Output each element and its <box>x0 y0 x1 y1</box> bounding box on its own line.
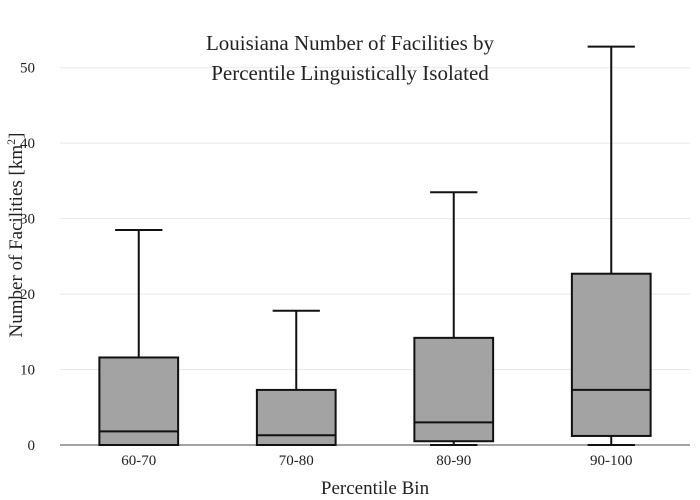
y-tick-label-10: 10 <box>20 363 35 379</box>
x-tick-label-60-70: 60-70 <box>121 453 156 469</box>
box-70-80 <box>255 309 337 446</box>
y-tick-label-50: 50 <box>20 61 35 77</box>
chart-title-line-2: Percentile Linguistically Isolated <box>211 61 489 85</box>
y-axis-label-text: Number of Facilities [km <box>6 145 27 338</box>
y-tick-label-30: 30 <box>20 212 35 228</box>
y-tick-label-40: 40 <box>20 136 35 152</box>
x-tick-label-80-90: 80-90 <box>436 453 471 469</box>
box-iqr <box>570 272 652 437</box>
x-axis-label: Percentile Bin <box>321 478 430 499</box>
box-iqr <box>413 336 495 443</box>
y-tick-label-20: 20 <box>20 287 35 303</box>
x-axis-ticks: 60-70 70-80 80-90 90-100 <box>121 453 632 469</box>
box-90-100 <box>570 45 652 446</box>
box-80-90 <box>413 191 495 446</box>
box-iqr <box>98 356 180 446</box>
x-tick-label-70-80: 70-80 <box>279 453 314 469</box>
y-axis-ticks: 0 10 20 30 40 50 <box>20 61 35 454</box>
box-60-70 <box>98 228 180 446</box>
y-axis-label-suffix: ] <box>6 133 27 139</box>
y-axis-label: Number of Facilities [km2] <box>4 133 27 338</box>
chart-title-line-1: Louisiana Number of Facilities by <box>206 31 495 55</box>
y-tick-label-0: 0 <box>28 438 36 454</box>
x-tick-label-90-100: 90-100 <box>590 453 633 469</box>
box-iqr <box>255 388 337 446</box>
box-series <box>98 45 652 446</box>
y-axis-label-superscript: 2 <box>4 139 18 145</box>
